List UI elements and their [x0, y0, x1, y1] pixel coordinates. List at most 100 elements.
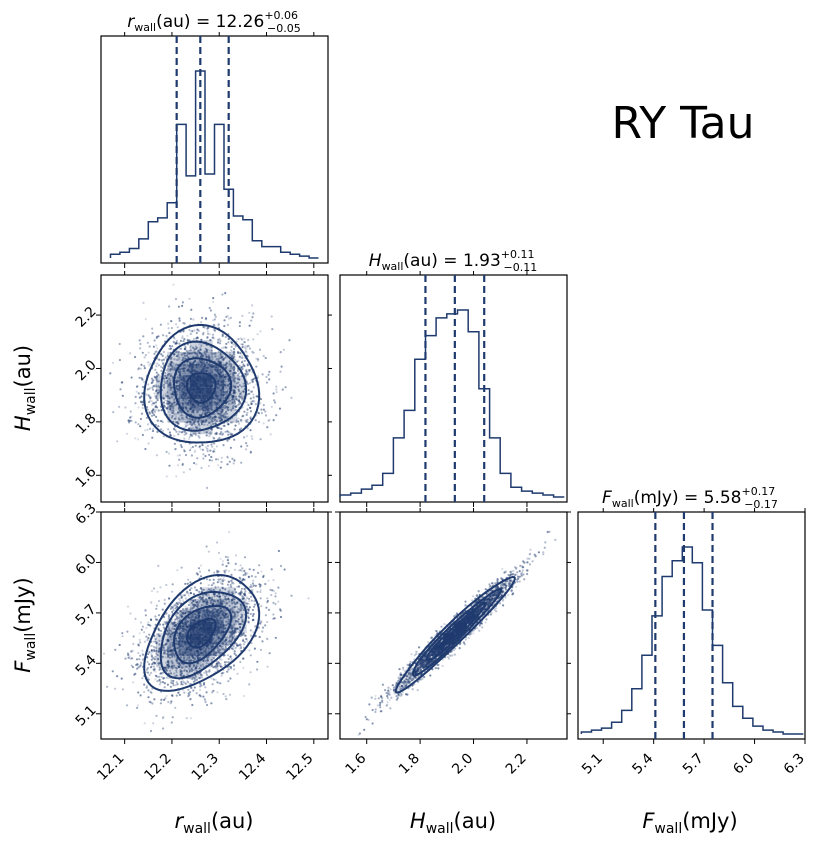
sample-point	[139, 425, 142, 428]
sample-point	[211, 416, 214, 419]
sample-point	[162, 615, 166, 619]
panel-frame	[100, 35, 329, 264]
sample-point	[194, 352, 197, 355]
sample-point	[211, 459, 214, 462]
sample-point	[251, 350, 254, 353]
sample-point	[227, 403, 230, 406]
sample-point	[195, 410, 198, 414]
sample-point	[187, 694, 191, 697]
sample-point	[180, 414, 183, 417]
hist-title-h: Hwall(au) = 1.93+0.11 −0.11	[369, 248, 537, 274]
sample-point	[116, 675, 119, 678]
sample-point	[244, 350, 247, 353]
sample-point	[251, 437, 254, 440]
sample-point	[227, 406, 230, 409]
sample-point	[226, 583, 229, 586]
sample-point	[242, 666, 245, 670]
sample-point	[267, 419, 270, 422]
sample-point	[189, 349, 192, 352]
sample-point	[247, 338, 250, 342]
sample-point	[175, 390, 178, 393]
density-cell	[167, 363, 179, 376]
sample-point	[213, 324, 216, 327]
sample-point	[228, 370, 232, 373]
sample-point	[158, 675, 161, 678]
density-cell	[167, 398, 179, 411]
sample-point	[252, 618, 255, 622]
sample-point	[208, 569, 211, 572]
sample-point	[257, 420, 261, 424]
sample-point	[175, 339, 179, 342]
sample-point	[173, 353, 176, 356]
sample-point	[164, 652, 167, 655]
sample-point	[135, 385, 139, 388]
sample-point	[208, 459, 211, 462]
sample-point	[180, 672, 184, 675]
sample-point	[217, 359, 220, 363]
sample-point	[206, 327, 209, 331]
sample-point	[195, 352, 198, 355]
sample-point	[168, 636, 171, 639]
sample-point	[236, 605, 239, 609]
sample-point	[171, 415, 174, 418]
sample-point	[182, 352, 185, 355]
sample-point	[259, 597, 262, 600]
sample-point	[245, 351, 248, 354]
density-cell	[189, 340, 202, 352]
sample-point	[227, 399, 230, 402]
sample-point	[198, 596, 201, 599]
sample-point	[241, 595, 244, 598]
sample-point	[279, 615, 283, 619]
sample-point	[146, 660, 149, 664]
sample-point	[218, 342, 222, 345]
sample-point	[154, 615, 157, 618]
sample-point	[195, 331, 198, 334]
sample-point	[188, 665, 191, 668]
sample-point	[171, 391, 174, 394]
sample-point	[225, 361, 228, 364]
sample-point	[275, 414, 278, 417]
sample-point	[288, 339, 291, 342]
sample-point	[231, 602, 234, 605]
sample-point	[233, 371, 236, 374]
sample-point	[265, 381, 268, 384]
sample-point	[224, 373, 227, 376]
sample-point	[247, 616, 250, 620]
sample-point	[114, 648, 117, 651]
sample-point	[176, 364, 179, 367]
sample-point	[216, 426, 219, 430]
sample-point	[165, 694, 168, 698]
sample-point	[217, 323, 220, 326]
sample-point	[233, 402, 236, 406]
sample-point	[194, 433, 197, 436]
sample-point	[142, 385, 145, 389]
density-cell	[224, 398, 236, 411]
sample-point	[184, 425, 188, 428]
sample-point	[118, 342, 121, 346]
sample-point	[161, 655, 164, 659]
sample-point	[153, 392, 156, 395]
sample-point	[157, 650, 160, 653]
sample-point	[210, 677, 213, 680]
sample-point	[174, 363, 177, 366]
sample-point	[203, 351, 206, 355]
sample-point	[255, 395, 258, 398]
sample-point	[167, 410, 170, 414]
sample-point	[153, 339, 156, 342]
sample-point	[231, 581, 234, 584]
sample-point	[228, 586, 231, 589]
sample-point	[140, 628, 143, 631]
sample-point	[185, 658, 188, 661]
sample-point	[220, 456, 223, 459]
sample-point	[192, 599, 195, 603]
sample-point	[249, 390, 252, 393]
sample-point	[121, 635, 124, 638]
sample-point	[236, 620, 239, 623]
sample-point	[262, 422, 265, 425]
sample-point	[140, 363, 143, 366]
sample-point	[202, 665, 205, 669]
sample-point	[244, 448, 248, 451]
sample-point	[227, 580, 230, 583]
sample-point	[226, 430, 229, 433]
sample-point	[160, 419, 163, 423]
